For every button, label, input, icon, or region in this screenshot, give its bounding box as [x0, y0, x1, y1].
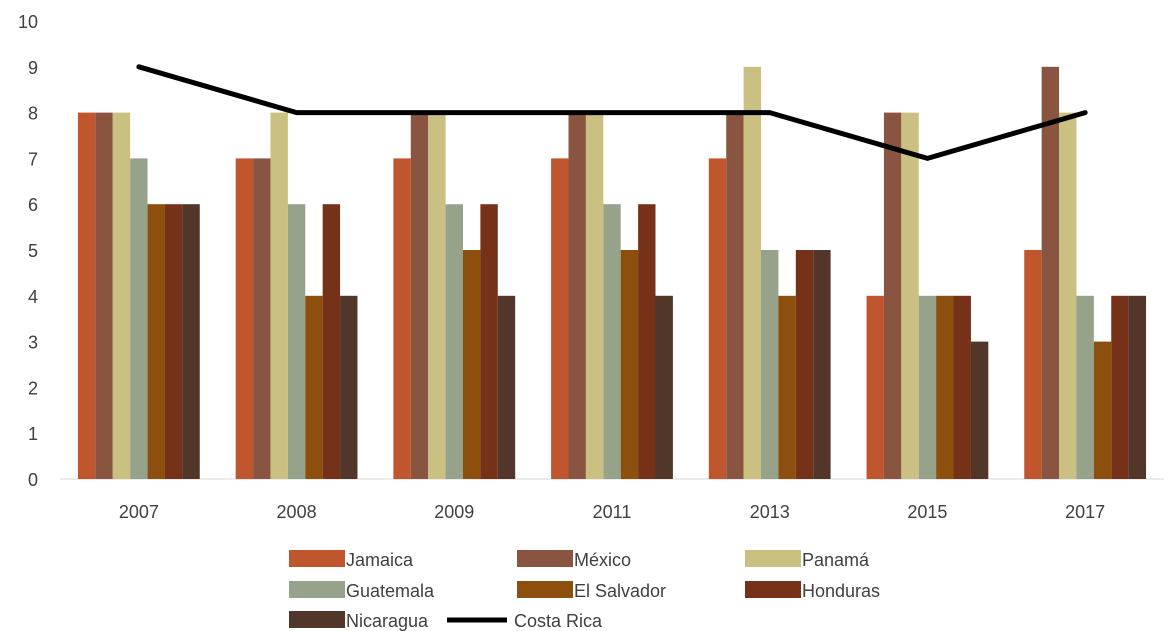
x-axis: 2007 2008 2009 2011 2013 2015 2017 — [60, 478, 1164, 522]
bar — [726, 112, 744, 479]
y-tick-label: 1 — [28, 424, 38, 444]
x-tick-label: 2007 — [119, 502, 159, 522]
y-tick-label: 0 — [28, 470, 38, 490]
legend-label: Costa Rica — [514, 611, 603, 631]
legend-label: Jamaica — [346, 550, 414, 570]
y-tick-label: 9 — [28, 58, 38, 78]
legend-swatch — [517, 581, 573, 598]
bar — [497, 295, 516, 479]
bar — [638, 204, 656, 479]
x-tick-label: 2015 — [907, 502, 947, 522]
legend-item: Nicaragua — [289, 611, 429, 631]
bar — [708, 158, 727, 479]
x-tick-label: 2017 — [1065, 502, 1105, 522]
x-tick-label: 2013 — [750, 502, 790, 522]
legend: Jamaica México Panamá Guatemala El Salvador H… — [289, 550, 880, 631]
lines — [136, 64, 1088, 161]
y-axis: 0 1 2 3 4 5 6 7 8 9 10 — [18, 12, 38, 490]
bar — [813, 250, 831, 479]
legend-swatch — [289, 611, 345, 628]
y-tick-label: 4 — [28, 287, 38, 307]
bar — [253, 158, 271, 479]
legend-item: Jamaica — [289, 550, 414, 570]
y-tick-label: 10 — [18, 12, 38, 32]
bars — [77, 66, 1147, 480]
bar — [620, 250, 639, 479]
legend-swatch — [745, 550, 801, 567]
bar — [970, 341, 989, 479]
bar — [1093, 341, 1112, 479]
legend-item: El Salvador — [517, 581, 666, 601]
bar — [1041, 66, 1060, 480]
bar — [918, 295, 937, 479]
x-tick-label: 2011 — [593, 502, 632, 522]
bar — [480, 204, 498, 479]
legend-item: Costa Rica — [447, 611, 603, 631]
y-tick-label: 5 — [28, 241, 38, 261]
bar — [130, 158, 148, 479]
legend-label: El Salvador — [574, 581, 666, 601]
bar — [287, 204, 306, 479]
legend-swatch — [745, 581, 801, 598]
bar — [462, 250, 481, 479]
bar — [340, 295, 358, 479]
bar — [585, 112, 604, 479]
legend-item: México — [517, 550, 631, 570]
bar — [95, 112, 113, 479]
bar — [936, 295, 954, 479]
bar — [1059, 112, 1077, 479]
series-line — [136, 64, 1088, 161]
legend-item: Guatemala — [289, 581, 435, 601]
bar — [305, 295, 323, 479]
bar — [883, 112, 902, 479]
bar — [901, 112, 919, 479]
bar — [603, 204, 621, 479]
bar — [743, 66, 762, 480]
bar — [235, 158, 254, 479]
bar — [445, 204, 463, 479]
bar — [182, 204, 200, 479]
y-tick-label: 7 — [28, 149, 38, 169]
x-tick-label: 2009 — [434, 502, 474, 522]
bar — [568, 112, 586, 479]
x-tick-label: 2008 — [277, 502, 317, 522]
legend-swatch — [289, 550, 345, 567]
bar — [1076, 295, 1094, 479]
bar — [410, 112, 429, 479]
bar — [1024, 250, 1042, 479]
bar — [778, 295, 796, 479]
legend-item: Honduras — [745, 581, 880, 601]
bar — [953, 295, 971, 479]
legend-label: Guatemala — [346, 581, 435, 601]
bar — [1128, 295, 1147, 479]
bar — [393, 158, 411, 479]
legend-label: Panamá — [802, 550, 870, 570]
bar — [655, 295, 673, 479]
bar — [795, 250, 814, 479]
y-tick-label: 3 — [28, 333, 38, 353]
y-tick-label: 6 — [28, 195, 38, 215]
bar — [77, 112, 96, 479]
legend-label: México — [574, 550, 631, 570]
bar — [164, 204, 183, 479]
legend-item: Panamá — [745, 550, 870, 570]
legend-label: Nicaragua — [346, 611, 429, 631]
bar — [428, 112, 446, 479]
legend-swatch — [517, 550, 573, 567]
y-tick-label: 8 — [28, 104, 38, 124]
bar — [761, 250, 779, 479]
bar — [551, 158, 569, 479]
bar — [322, 204, 341, 479]
bar — [866, 295, 884, 479]
bar — [147, 204, 165, 479]
legend-label: Honduras — [802, 581, 880, 601]
legend-swatch — [289, 581, 345, 598]
bar — [1111, 295, 1129, 479]
bar — [270, 112, 288, 479]
y-tick-label: 2 — [28, 378, 38, 398]
bar — [112, 112, 131, 479]
